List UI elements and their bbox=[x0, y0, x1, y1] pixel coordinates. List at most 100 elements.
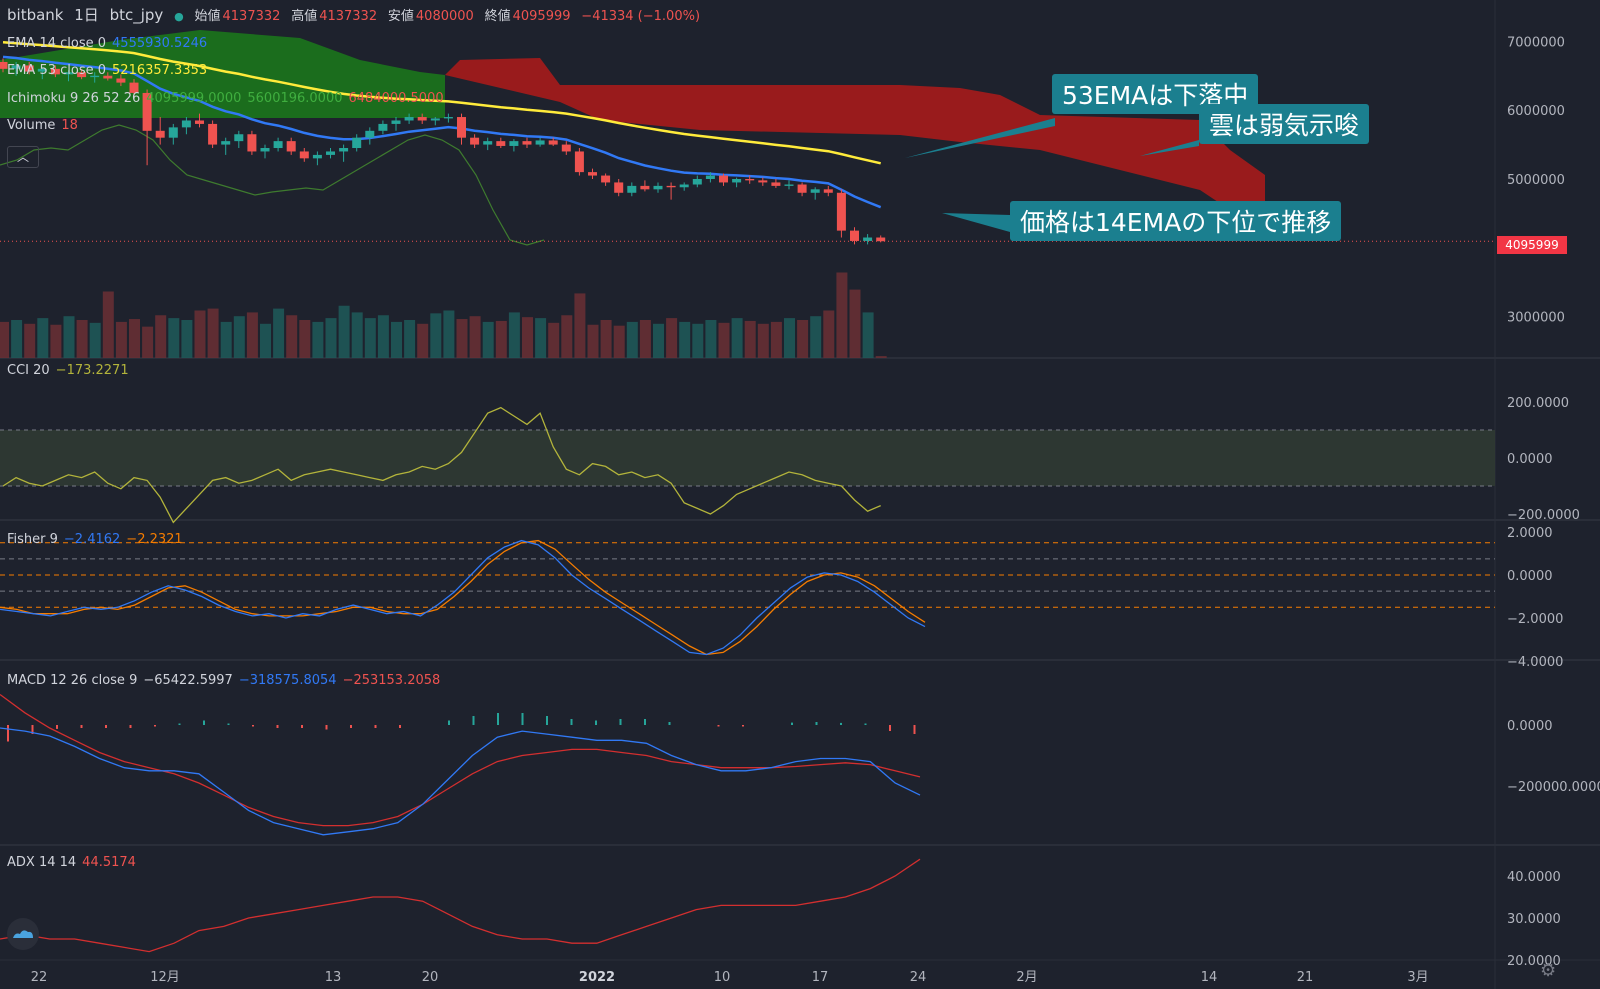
volume-bar bbox=[666, 318, 678, 358]
volume-bar bbox=[653, 323, 664, 358]
volume-bar bbox=[587, 324, 599, 358]
time-axis-label: 12月 bbox=[150, 970, 180, 985]
time-axis-label: 10 bbox=[714, 970, 731, 985]
macd-value-1: −65422.5997 bbox=[143, 673, 233, 688]
candle-body bbox=[50, 68, 60, 75]
cci-axis-label: 0.0000 bbox=[1507, 452, 1553, 467]
candle-body bbox=[352, 137, 362, 149]
change-value: −41334 (−1.00%) bbox=[581, 9, 701, 24]
candle-body bbox=[77, 72, 87, 78]
candle-body bbox=[365, 130, 375, 138]
adx-line bbox=[0, 858, 921, 953]
ichimoku-value-3: 6484000.5000 bbox=[348, 91, 444, 106]
fisher-value-2: −2.2321 bbox=[126, 532, 183, 547]
symbol-header: bitbank 1日 btc_jpy ● 始値 4137332 高値 4137332… bbox=[7, 4, 706, 25]
volume-bar bbox=[0, 321, 9, 358]
volume-bar bbox=[312, 321, 324, 358]
ema14-legend[interactable]: EMA 14 close 0 4555930.5246 bbox=[7, 36, 213, 51]
volume-bar bbox=[443, 310, 455, 358]
candle-body bbox=[208, 123, 218, 145]
adx-label: ADX 14 14 bbox=[7, 855, 77, 870]
market-status-icon: ● bbox=[174, 10, 184, 23]
close-label: 終値 bbox=[484, 9, 511, 24]
ema53-legend[interactable]: EMA 53 close 0 5216357.3353 bbox=[7, 63, 213, 78]
time-axis-label: 22 bbox=[31, 970, 48, 985]
volume-bar bbox=[129, 319, 140, 358]
volume-bar bbox=[351, 312, 363, 358]
adx-axis-label: 20.0000 bbox=[1507, 954, 1561, 969]
exchange-name[interactable]: bitbank bbox=[7, 6, 64, 24]
candle-body bbox=[574, 151, 584, 173]
volume-bar bbox=[574, 293, 586, 358]
collapse-legend-button[interactable]: ︿ bbox=[7, 146, 39, 168]
candle-body bbox=[37, 68, 47, 72]
volume-bar bbox=[181, 320, 193, 358]
volume-bar bbox=[784, 318, 795, 358]
volume-bar bbox=[535, 318, 547, 358]
volume-bar bbox=[482, 321, 494, 358]
adx-legend[interactable]: ADX 14 14 44.5174 bbox=[7, 855, 142, 870]
candle-body bbox=[561, 144, 571, 152]
candle-body bbox=[797, 184, 807, 193]
time-axis-label: 2022 bbox=[579, 970, 615, 985]
macd-legend[interactable]: MACD 12 26 close 9 −65422.5997 −318575.805… bbox=[7, 673, 446, 688]
fisher-legend[interactable]: Fisher 9 −2.4162 −2.2321 bbox=[7, 532, 189, 547]
candle-body bbox=[522, 141, 532, 145]
symbol-name[interactable]: btc_jpy bbox=[109, 6, 164, 24]
candle-body bbox=[745, 179, 755, 181]
candle-body bbox=[588, 172, 597, 176]
ichimoku-label: Ichimoku 9 26 52 26 bbox=[7, 91, 141, 106]
ema14-value: 4555930.5246 bbox=[112, 36, 208, 51]
candle-body bbox=[312, 154, 322, 159]
last-price-tag: 4095999 bbox=[1497, 236, 1567, 254]
volume-bar bbox=[260, 323, 271, 358]
volume-bar bbox=[194, 310, 206, 358]
ichimoku-legend[interactable]: Ichimoku 9 26 52 26 4095999.0000 5600196.0… bbox=[7, 91, 450, 106]
candle-body bbox=[732, 179, 742, 183]
volume-bar bbox=[24, 323, 36, 358]
cci-legend[interactable]: CCI 20 −173.2271 bbox=[7, 363, 135, 378]
volume-bar bbox=[63, 316, 75, 358]
volume-bar bbox=[246, 312, 258, 358]
tradingview-logo[interactable] bbox=[7, 918, 39, 950]
ichimoku-value-1: 4095999.0000 bbox=[146, 91, 242, 106]
cci-value: −173.2271 bbox=[55, 363, 129, 378]
volume-bar bbox=[76, 320, 88, 358]
volume-bar bbox=[744, 320, 756, 358]
low-value: 4080000 bbox=[415, 9, 474, 24]
fisher-axis-label: −4.0000 bbox=[1507, 655, 1563, 670]
candle-body bbox=[155, 130, 165, 138]
adx-axis-label: 30.0000 bbox=[1507, 912, 1561, 927]
volume-bar bbox=[613, 325, 625, 358]
macd-value-2: −318575.8054 bbox=[238, 673, 337, 688]
candle-body bbox=[496, 141, 506, 146]
candle-body bbox=[168, 127, 178, 138]
volume-bar bbox=[155, 315, 167, 358]
volume-bar bbox=[600, 320, 612, 358]
volume-legend[interactable]: Volume 18 bbox=[7, 118, 84, 133]
volume-bar bbox=[50, 324, 62, 358]
candle-body bbox=[876, 237, 886, 242]
settings-gear-icon[interactable]: ⚙ bbox=[1540, 960, 1557, 981]
volume-bar bbox=[273, 308, 285, 358]
volume-bar bbox=[561, 315, 573, 358]
volume-bar bbox=[115, 321, 127, 358]
volume-bar bbox=[679, 321, 691, 358]
candle-body bbox=[129, 82, 139, 93]
cci-axis-label: 200.0000 bbox=[1507, 396, 1569, 411]
candle-body bbox=[286, 141, 296, 152]
volume-bar bbox=[102, 291, 114, 358]
candle-body bbox=[221, 141, 231, 145]
candle-body bbox=[483, 141, 493, 145]
interval[interactable]: 1日 bbox=[74, 6, 99, 24]
fisher-trigger-line bbox=[0, 539, 926, 656]
fisher-value-1: −2.4162 bbox=[63, 532, 121, 547]
candle-body bbox=[378, 123, 388, 131]
annotation-cloud[interactable]: 雲は弱気示唆 bbox=[1199, 104, 1370, 144]
candle-body bbox=[339, 148, 349, 152]
volume-bar bbox=[142, 326, 154, 358]
ema53-line bbox=[2, 41, 881, 165]
annotation-price[interactable]: 価格は14EMAの下位で推移 bbox=[1010, 201, 1342, 241]
cci-axis-label: −200.0000 bbox=[1507, 508, 1580, 523]
